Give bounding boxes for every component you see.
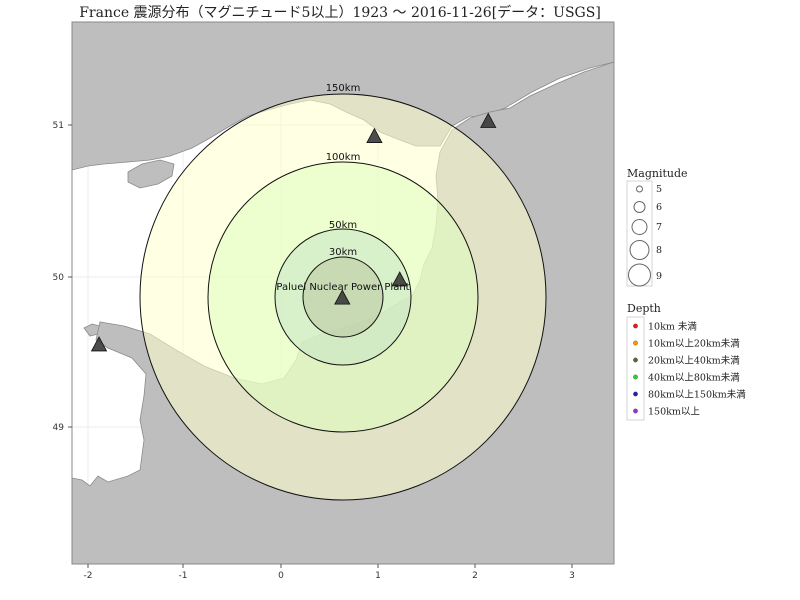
magnitude-key-label: 8 bbox=[656, 245, 662, 256]
page-title: France 震源分布（マグニチュード5以上）1923 ～ 2016-11-26… bbox=[79, 5, 601, 21]
ring-label: 100km bbox=[326, 152, 361, 163]
magnitude-key-circle bbox=[629, 240, 650, 260]
magnitude-key-label: 5 bbox=[656, 184, 662, 195]
ring-label: 50km bbox=[329, 220, 357, 231]
depth-key-dot bbox=[633, 374, 638, 380]
x-tick-label: -1 bbox=[179, 571, 188, 581]
depth-key-label: 10km 未満 bbox=[648, 321, 697, 333]
y-tick-label: 49 bbox=[53, 423, 65, 433]
marker-north-coast bbox=[366, 127, 383, 143]
quake-markers bbox=[90, 112, 497, 352]
depth-key-label: 150km以上 bbox=[648, 407, 700, 418]
ring-label: 150km bbox=[326, 83, 361, 94]
marker-northeast bbox=[480, 112, 497, 128]
magnitude-key-label: 7 bbox=[656, 222, 662, 233]
x-tick-label: 0 bbox=[278, 571, 284, 581]
depth-key-label: 20km以上40km未満 bbox=[648, 355, 740, 367]
y-axis: 51 50 49 bbox=[53, 121, 72, 433]
depth-key-dot bbox=[633, 391, 638, 397]
ring-label: 30km bbox=[329, 247, 357, 258]
depth-key-label: 40km以上80km未満 bbox=[648, 372, 740, 384]
magnitude-key-circle bbox=[628, 263, 651, 287]
depth-key-label: 80km以上150km未満 bbox=[648, 389, 746, 401]
depth-key-label: 10km以上20km未満 bbox=[648, 338, 740, 350]
magnitude-key-label: 6 bbox=[656, 202, 662, 213]
marker-east-of-plant bbox=[391, 271, 408, 287]
magnitude-key-circle bbox=[636, 185, 643, 193]
depth-legend-title: Depth bbox=[627, 302, 661, 315]
depth-key-dot bbox=[633, 340, 638, 346]
x-tick-label: 1 bbox=[375, 571, 381, 581]
x-tick-label: -2 bbox=[84, 571, 93, 581]
depth-key-dot bbox=[633, 357, 638, 363]
magnitude-key-circle bbox=[633, 201, 646, 213]
x-tick-label: 2 bbox=[472, 571, 478, 581]
plant-label: Paluel Nuclear Power Plant bbox=[276, 282, 409, 293]
x-tick-label: 3 bbox=[569, 571, 575, 581]
panel-border bbox=[71, 21, 615, 565]
y-tick-label: 51 bbox=[53, 121, 64, 131]
depth-key-dot bbox=[633, 408, 638, 414]
magnitude-key-circle bbox=[631, 219, 648, 235]
depth-key-dot bbox=[633, 323, 638, 329]
land-isle-of-wight bbox=[127, 159, 175, 189]
y-tick-label: 50 bbox=[53, 273, 65, 283]
magnitude-legend-title: Magnitude bbox=[627, 167, 688, 180]
magnitude-key-label: 9 bbox=[656, 271, 662, 282]
depth-legend: Depth 10km 未満 10km以上20km未満 20km以上40km未満 40k… bbox=[626, 302, 746, 421]
x-axis: -2 -1 0 1 2 3 bbox=[84, 564, 575, 581]
marker-west bbox=[90, 336, 108, 352]
magnitude-legend: Magnitude 5 6 7 8 9 bbox=[626, 167, 688, 287]
map-panel: 150km 100km 50km 30km Paluel Nuclear Power … bbox=[71, 21, 615, 565]
marker-paluel bbox=[334, 289, 351, 305]
